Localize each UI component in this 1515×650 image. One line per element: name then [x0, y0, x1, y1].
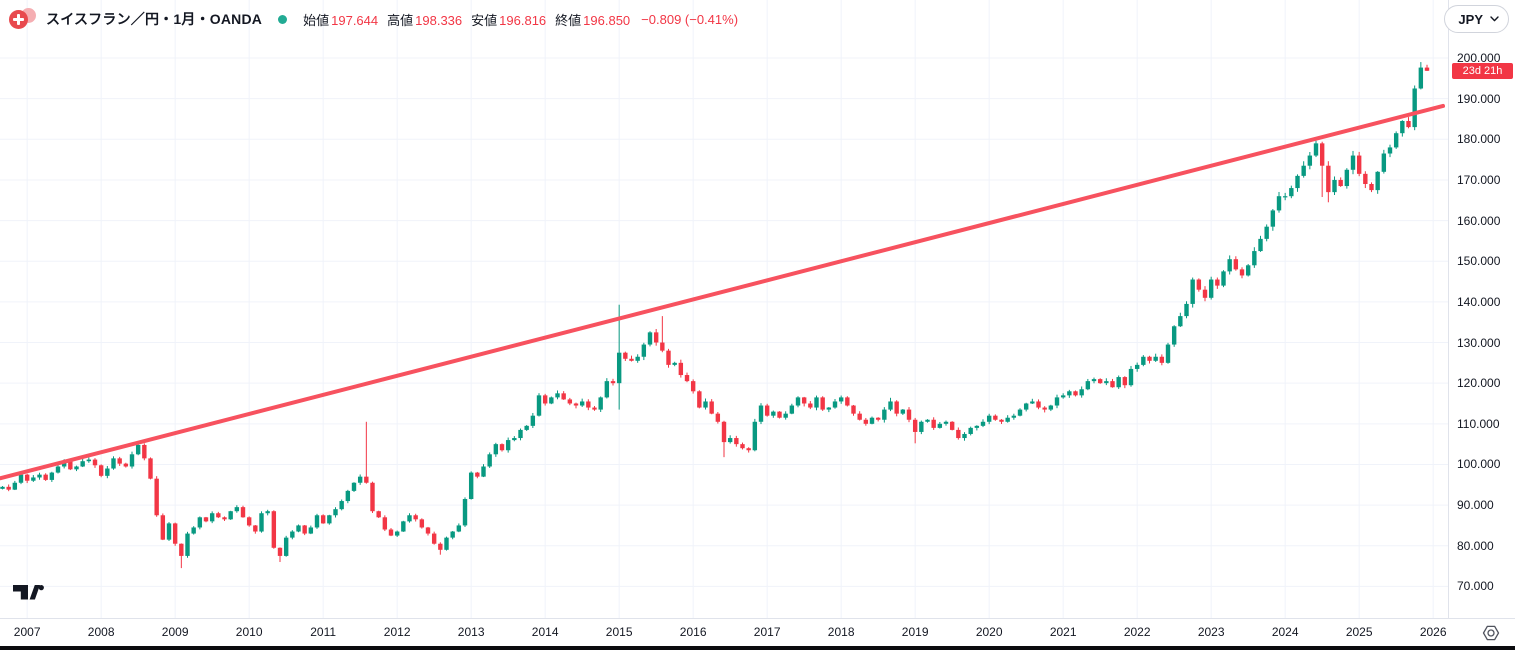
year-tick-label: 2023 — [1197, 625, 1225, 639]
price-tick-label: 80.000 — [1457, 538, 1494, 553]
chf-cross-icon — [9, 10, 28, 29]
price-tick-label: 120.000 — [1457, 376, 1501, 391]
price-tick-label: 100.000 — [1457, 457, 1501, 472]
bottom-window-edge — [0, 646, 1515, 650]
price-tick-label: 200.000 — [1457, 51, 1501, 65]
year-tick-label: 2025 — [1345, 625, 1373, 639]
year-tick-label: 2018 — [827, 625, 855, 639]
year-tick-label: 2007 — [13, 625, 41, 639]
chart-legend: スイスフラン／円・1月・OANDA 始値 197.644 高値 198.336 安値… — [0, 0, 738, 38]
symbol-title[interactable]: スイスフラン／円・1月・OANDA — [46, 11, 263, 27]
ohlc-readout: 始値 197.644 高値 198.336 安値 196.816 終値 196.850 … — [303, 10, 738, 29]
price-tick-label: 150.000 — [1457, 254, 1501, 269]
year-tick-label: 2022 — [1123, 625, 1151, 639]
bar-countdown-badge: 23d 21h — [1452, 62, 1513, 79]
market-status-dot-icon[interactable] — [278, 14, 288, 24]
currency-dropdown-button[interactable]: JPY — [1444, 5, 1509, 33]
low-label: 安値 — [471, 12, 498, 28]
year-tick-label: 2019 — [901, 625, 929, 639]
axis-settings-gear-icon[interactable] — [1481, 623, 1501, 643]
year-tick-label: 2017 — [753, 625, 781, 639]
price-tick-label: 90.000 — [1457, 498, 1494, 513]
grid — [0, 0, 1448, 618]
price-tick-label: 170.000 — [1457, 172, 1501, 187]
year-tick-label: 2011 — [310, 625, 337, 639]
open-value: 197.644 — [331, 12, 379, 28]
price-axis[interactable]: 23d 21h 70.000 80.000 90.000 100.000 110.000… — [1448, 0, 1515, 646]
change-value: −0.809 (−0.41%) — [641, 11, 739, 27]
low-value: 196.816 — [499, 12, 547, 28]
price-tick-label: 180.000 — [1457, 132, 1501, 147]
price-tick-label: 70.000 — [1457, 579, 1494, 594]
close-value: 196.850 — [583, 12, 631, 28]
currency-dropdown-label: JPY — [1458, 11, 1483, 27]
year-tick-label: 2009 — [161, 625, 189, 639]
year-tick-label: 2024 — [1271, 625, 1299, 639]
year-tick-label: 2013 — [457, 625, 485, 639]
candles-series[interactable] — [0, 62, 1430, 569]
candlestick-chart[interactable] — [0, 0, 1448, 618]
year-tick-label: 2026 — [1419, 625, 1447, 639]
symbol-pair-logo-icon — [8, 7, 40, 31]
time-axis[interactable]: 2007 2008 2009 2010 2011 2012 2013 2014 2015 2016… — [0, 618, 1515, 646]
open-label: 始値 — [303, 12, 330, 28]
price-tick-label: 140.000 — [1457, 294, 1501, 309]
year-tick-label: 2010 — [235, 625, 263, 639]
year-tick-label: 2020 — [975, 625, 1003, 639]
year-tick-label: 2008 — [87, 625, 115, 639]
price-tick-label: 130.000 — [1457, 335, 1501, 350]
price-tick-label: 160.000 — [1457, 213, 1501, 228]
year-tick-label: 2016 — [679, 625, 707, 639]
chevron-down-icon — [1490, 16, 1499, 22]
high-value: 198.336 — [415, 12, 463, 28]
year-tick-label: 2014 — [531, 625, 559, 639]
price-tick-label: 190.000 — [1457, 91, 1501, 106]
tradingview-logo-icon[interactable] — [12, 584, 44, 600]
year-tick-label: 2021 — [1049, 625, 1077, 639]
year-tick-label: 2015 — [605, 625, 633, 639]
close-label: 終値 — [555, 12, 582, 28]
high-label: 高値 — [387, 12, 414, 28]
trendline[interactable] — [0, 103, 1445, 481]
year-tick-label: 2012 — [383, 625, 411, 639]
price-tick-label: 110.000 — [1457, 416, 1500, 431]
